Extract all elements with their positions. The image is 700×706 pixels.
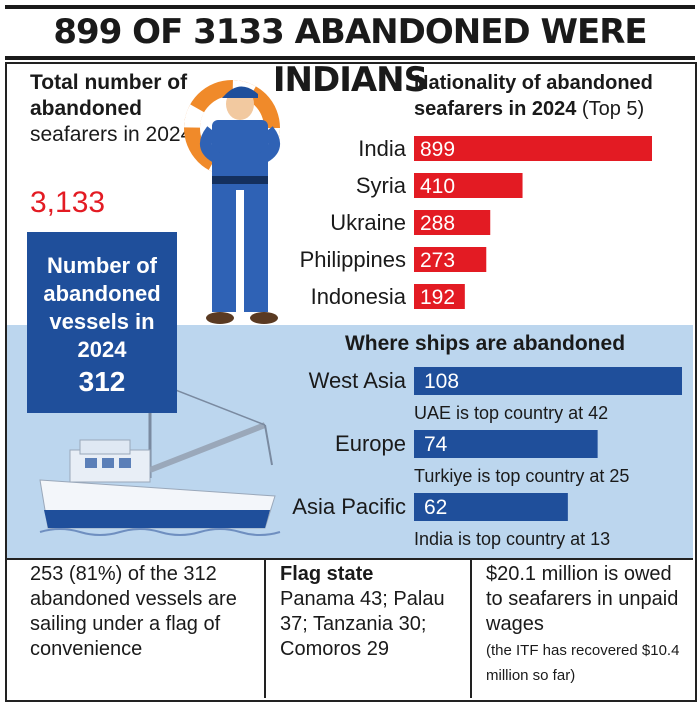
nationality-value-label: 273 <box>420 249 455 272</box>
convenience-text: 253 (81%) of the 312 abandoned vessels a… <box>30 563 237 660</box>
bottom-col-divider-2 <box>470 558 472 698</box>
headline: 899 OF 3133 ABANDONED WERE INDIANS <box>53 12 647 100</box>
nationality-category-label: Indonesia <box>311 284 407 309</box>
nationality-category-label: Syria <box>356 173 407 198</box>
region-bar <box>414 430 598 458</box>
nationality-chart-title: Nationality of abandoned seafarers in 20… <box>414 70 694 122</box>
vessels-count-box: Number of abandoned vessels in 2024 312 <box>27 232 177 413</box>
region-note: India is top country at 13 <box>414 529 610 549</box>
vessels-value: 312 <box>78 366 126 397</box>
total-seafarers-value: 3,133 <box>30 186 106 219</box>
nationality-value-label: 899 <box>420 138 455 161</box>
region-note: UAE is top country at 42 <box>414 403 608 423</box>
nationality-bar <box>414 247 487 272</box>
nationality-title-rest: (Top 5) <box>581 98 645 120</box>
region-value-label: 74 <box>424 433 448 456</box>
unpaid-wages-note: $20.1 million is owed to seafarers in un… <box>486 562 686 696</box>
region-category-label: Europe <box>335 431 406 456</box>
region-bar <box>414 493 568 521</box>
nationality-bar <box>414 210 491 235</box>
bottom-divider <box>7 558 693 560</box>
headline-rule <box>5 56 695 60</box>
vessels-label: Number of abandoned vessels in 2024 <box>43 253 161 362</box>
region-bar <box>414 367 682 395</box>
nationality-category-label: Ukraine <box>330 210 406 235</box>
top-rule <box>5 5 695 9</box>
nationality-bar <box>414 284 465 309</box>
infographic-frame <box>5 62 697 702</box>
region-category-label: Asia Pacific <box>292 494 406 519</box>
wages-text: $20.1 million is owed to seafarers in un… <box>486 563 679 635</box>
region-value-label: 108 <box>424 370 459 393</box>
total-label-bold: Total number of abandoned <box>30 71 188 120</box>
region-value-label: 62 <box>424 496 447 519</box>
total-label-rest: seafarers in 2024 <box>30 123 193 146</box>
nationality-title-bold: Nationality of abandoned seafarers in 20… <box>414 72 653 120</box>
total-seafarers-label: Total number of abandoned seafarers in 2… <box>30 70 210 148</box>
regions-chart-title: Where ships are abandoned <box>344 332 626 355</box>
wages-footnote: (the ITF has recovered $10.4 million so … <box>486 642 680 684</box>
nationality-bar <box>414 173 523 198</box>
flag-state-note: Flag state Panama 43; Palau 37; Tanzania… <box>280 562 465 696</box>
convenience-flag-note: 253 (81%) of the 312 abandoned vessels a… <box>30 562 255 696</box>
region-category-label: West Asia <box>309 368 407 393</box>
bottom-col-divider-1 <box>264 558 266 698</box>
nationality-value-label: 410 <box>420 175 455 198</box>
flag-state-text: Panama 43; Palau 37; Tanzania 30; Comoro… <box>280 588 445 660</box>
nationality-value-label: 288 <box>420 212 455 235</box>
nationality-value-label: 192 <box>420 286 455 309</box>
nationality-bar <box>414 136 652 161</box>
region-note: Turkiye is top country at 25 <box>414 466 629 486</box>
nationality-category-label: India <box>358 136 406 161</box>
flag-state-title: Flag state <box>280 563 374 585</box>
nationality-category-label: Philippines <box>300 247 406 272</box>
